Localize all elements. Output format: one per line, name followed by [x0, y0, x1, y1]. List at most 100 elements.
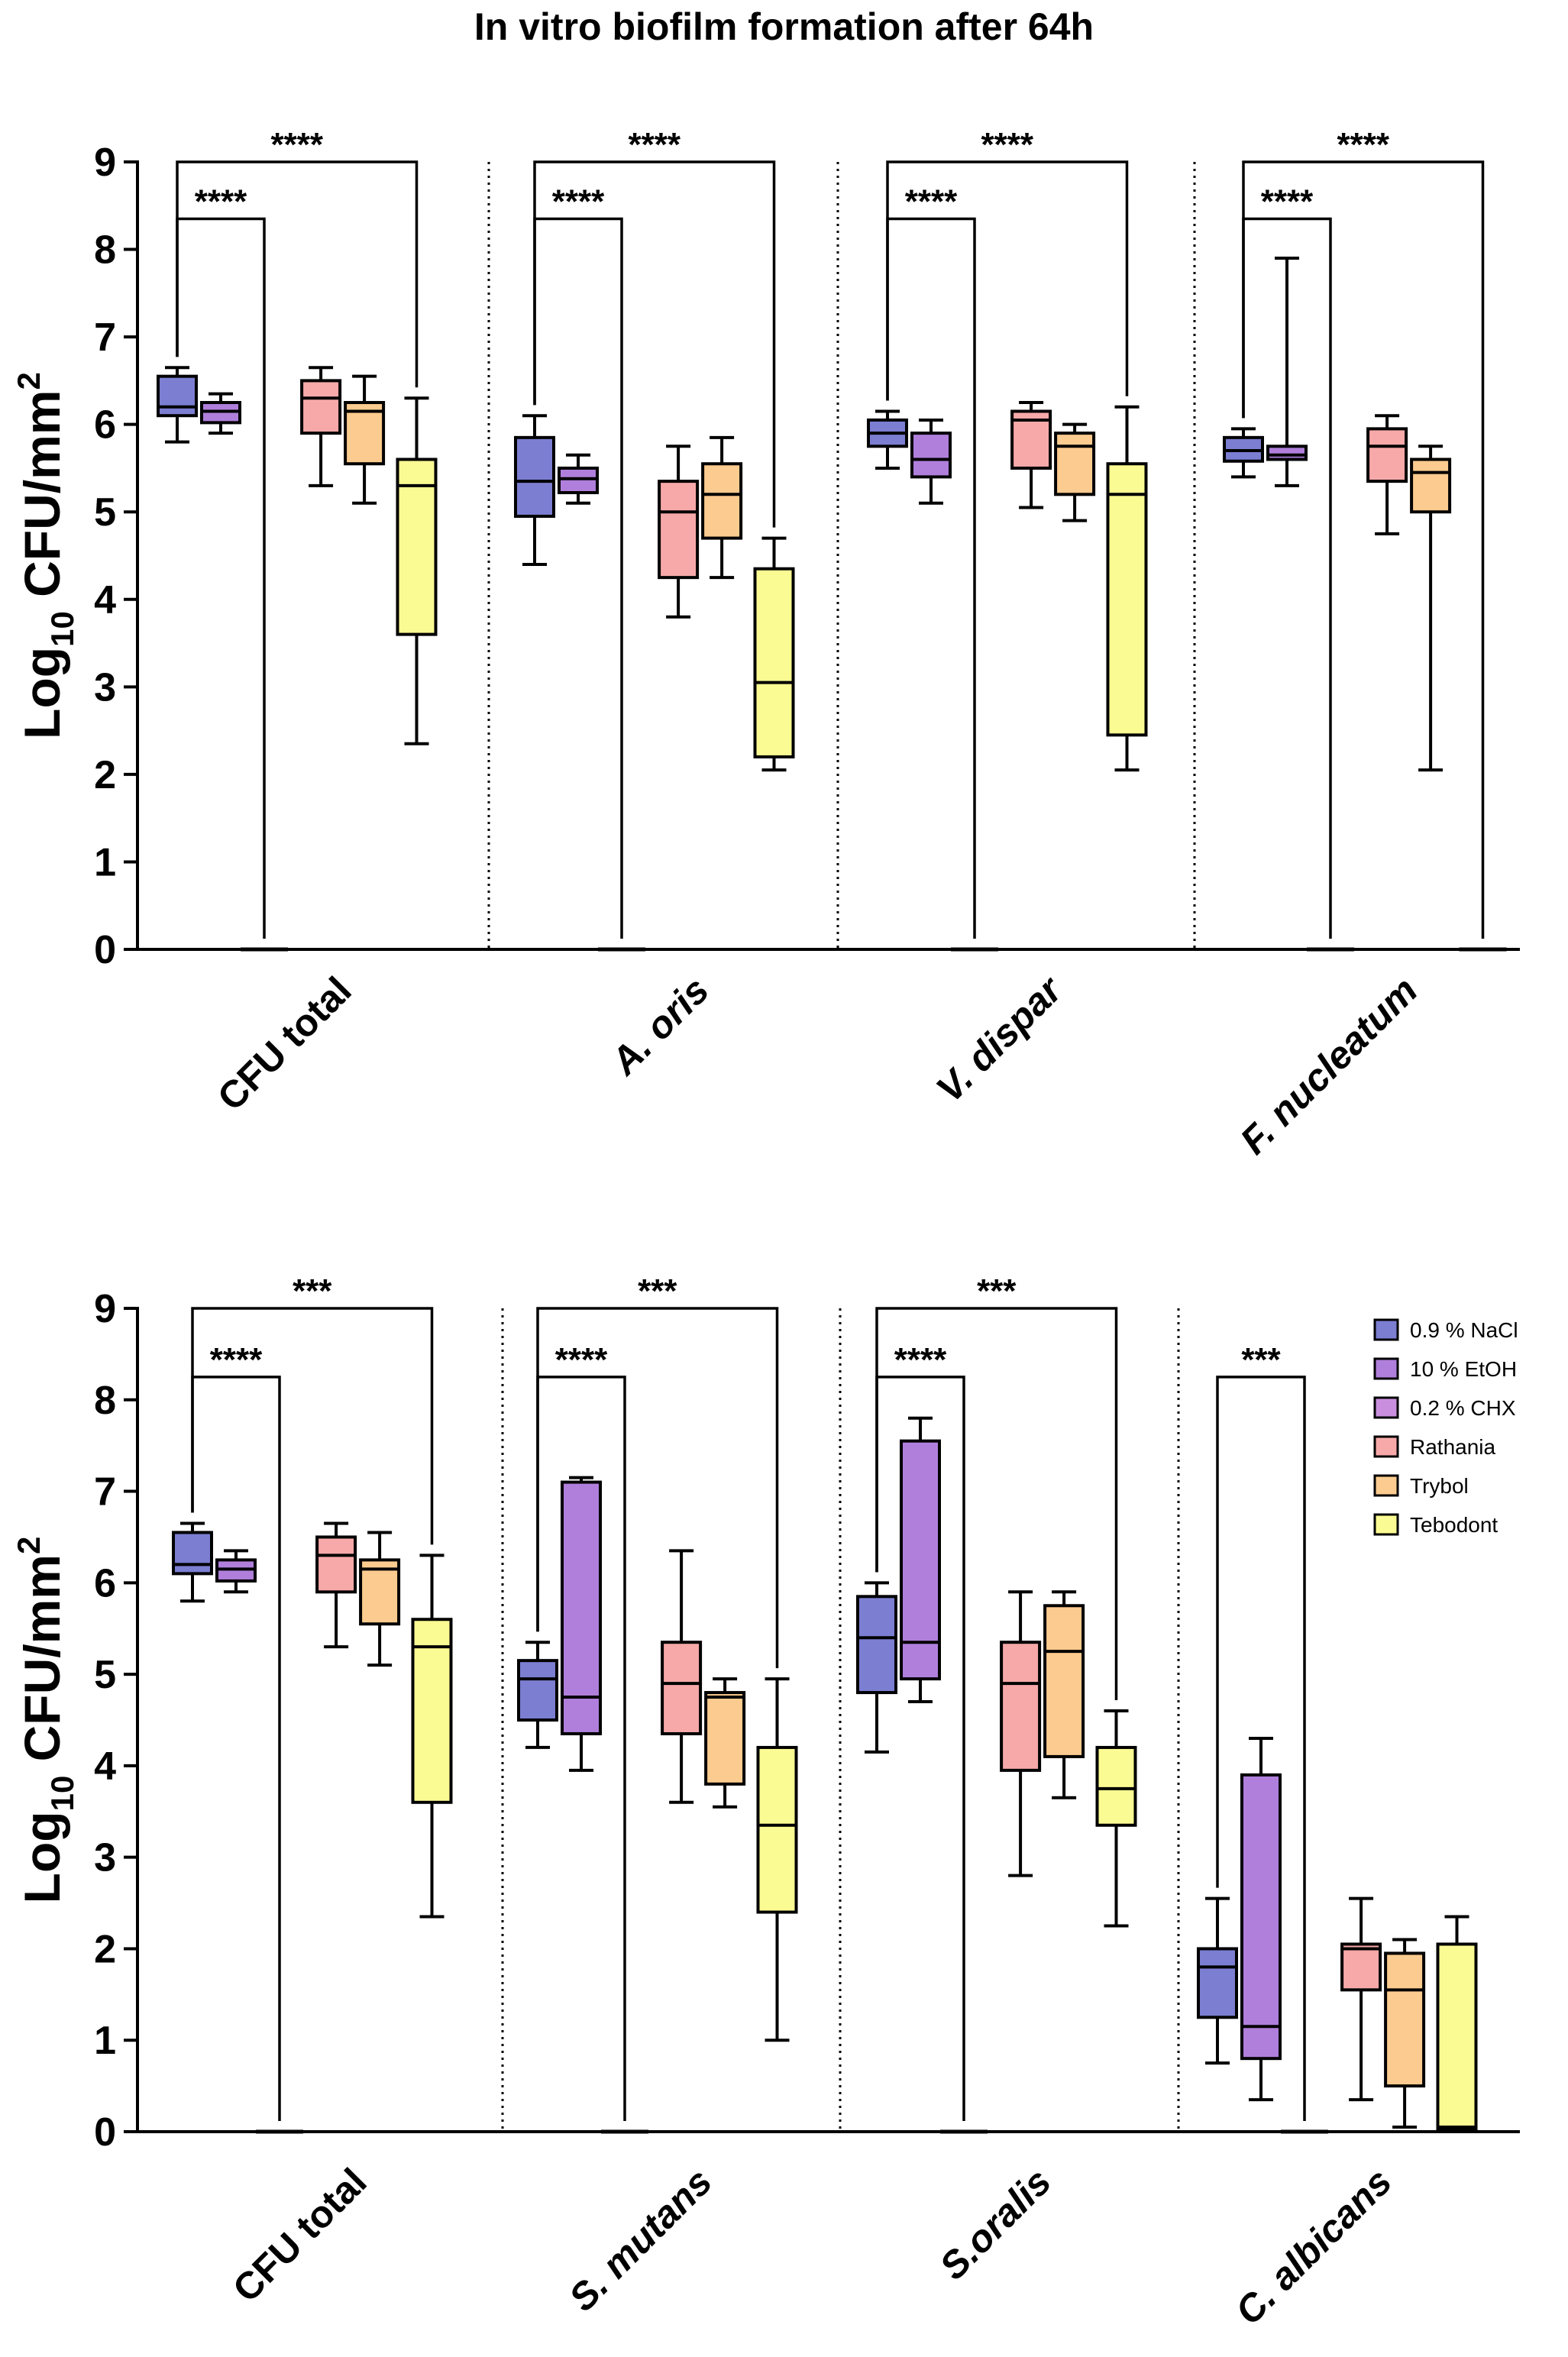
y-axis-label: Log10 CFU/mm2 — [11, 372, 80, 739]
y-tick-label: 0 — [94, 928, 116, 972]
box-tebodont — [396, 396, 438, 745]
box-10-etoh — [1266, 257, 1308, 487]
box-iqr — [658, 480, 700, 580]
box-iqr — [558, 466, 599, 495]
box-rathania — [658, 445, 700, 619]
box-0-9-nacl — [867, 409, 908, 470]
box-tebodont — [1106, 405, 1148, 772]
legend-swatch — [1373, 1474, 1399, 1497]
significance-bracket — [176, 160, 419, 388]
significance-bracket — [1242, 160, 1485, 939]
box-iqr — [1340, 1942, 1382, 1992]
box-iqr — [1436, 1942, 1478, 2132]
box-iqr — [856, 1595, 897, 1695]
box-iqr — [1095, 1745, 1137, 1827]
box-iqr — [1384, 1951, 1426, 2088]
box-iqr — [1106, 462, 1148, 737]
y-tick-label: 7 — [94, 1470, 116, 1515]
box-iqr — [172, 1531, 213, 1576]
box-rathania — [1340, 1896, 1382, 2102]
y-tick-label: 6 — [94, 403, 116, 448]
category-label: S.oralis — [931, 2160, 1059, 2287]
significance-label: *** — [638, 1272, 677, 1310]
y-tick-label: 2 — [94, 753, 116, 797]
significance-label: **** — [195, 183, 247, 220]
legend-swatch — [1373, 1357, 1399, 1380]
y-tick-label: 4 — [94, 578, 116, 622]
box-iqr — [900, 1439, 941, 1681]
box-10-etoh — [558, 453, 599, 505]
significance-bracket — [176, 217, 266, 939]
significance-bracket — [1216, 1376, 1306, 2121]
box-iqr — [661, 1641, 703, 1735]
box-0-9-nacl — [172, 1521, 213, 1603]
box-iqr — [1266, 445, 1308, 461]
legend-label: Tebodont — [1410, 1513, 1498, 1537]
significance-label: **** — [552, 183, 605, 220]
box-10-etoh — [215, 1549, 257, 1594]
box-trybol — [1410, 445, 1452, 772]
box-iqr — [704, 1691, 746, 1786]
significance-label: *** — [977, 1272, 1017, 1310]
box-0-9-nacl — [157, 366, 198, 444]
legend-swatch — [1373, 1513, 1399, 1536]
box-10-etoh — [910, 418, 952, 505]
category-label: CFU total — [209, 968, 360, 1119]
y-tick-label: 9 — [94, 141, 116, 185]
significance-label: **** — [629, 126, 681, 163]
significance-label: **** — [271, 126, 324, 163]
legend: 0.9 % NaCl 10 % EtOH 0.2 % CHX Rathania Tryb… — [1373, 1318, 1518, 1537]
box-tebodont — [411, 1554, 453, 1919]
box-10-etoh — [200, 392, 241, 435]
significance-bracket — [536, 1307, 779, 1669]
category-label: F. nucleatum — [1232, 968, 1426, 1162]
legend-label: Rathania — [1410, 1435, 1496, 1459]
y-axis-label: Log10 CFU/mm2 — [11, 1537, 80, 1904]
significance-bracket — [191, 1307, 434, 1545]
significance-label: **** — [981, 126, 1034, 163]
box-iqr — [1043, 1604, 1085, 1758]
significance-bracket — [886, 160, 1129, 401]
significance-label: **** — [1261, 183, 1314, 220]
box-rathania — [1000, 1590, 1042, 1877]
box-iqr — [514, 435, 555, 518]
box-tebodont — [753, 536, 795, 772]
legend-label: 0.9 % NaCl — [1410, 1318, 1518, 1342]
box-iqr — [753, 567, 795, 758]
box-iqr — [157, 374, 198, 418]
category-label: CFU total — [225, 2160, 375, 2310]
box-trybol — [1043, 1590, 1085, 1799]
box-trybol — [1054, 422, 1096, 522]
significance-bracket — [191, 1376, 281, 2121]
box-iqr — [300, 379, 342, 435]
box-0-9-nacl — [856, 1581, 897, 1754]
box-0-9-nacl — [514, 414, 555, 566]
significance-label: **** — [905, 183, 958, 220]
box-iqr — [701, 462, 743, 540]
y-tick-label: 8 — [94, 1379, 116, 1423]
box-trybol — [1384, 1938, 1426, 2129]
page-title: In vitro biofilm formation after 64h — [474, 5, 1094, 48]
y-tick-label: 3 — [94, 1836, 116, 1880]
legend-swatch — [1373, 1435, 1399, 1458]
significance-label: **** — [555, 1341, 608, 1379]
y-tick-label: 1 — [94, 2019, 116, 2063]
y-tick-label: 0 — [94, 2110, 116, 2155]
y-tick-label: 8 — [94, 228, 116, 273]
category-label: V. dispar — [928, 967, 1071, 1110]
box-tebodont — [756, 1677, 798, 2042]
box-0-9-nacl — [1197, 1896, 1238, 2065]
box-tebodont — [1095, 1709, 1137, 1928]
box-iqr — [1054, 432, 1096, 496]
legend-label: 10 % EtOH — [1410, 1357, 1517, 1381]
significance-bracket — [875, 1307, 1118, 1701]
box-10-etoh — [561, 1476, 602, 1772]
box-rathania — [300, 366, 342, 487]
box-iqr — [1197, 1947, 1238, 2019]
category-label: S. mutans — [561, 2160, 720, 2320]
box-trybol — [344, 374, 386, 505]
significance-bracket — [533, 160, 776, 528]
box-trybol — [704, 1677, 746, 1809]
chart-panel-1: 0 1 2 3 4 5 6 7 8 9 Log10 CFU/mm2 **** **** CFU total… — [11, 126, 1520, 1162]
